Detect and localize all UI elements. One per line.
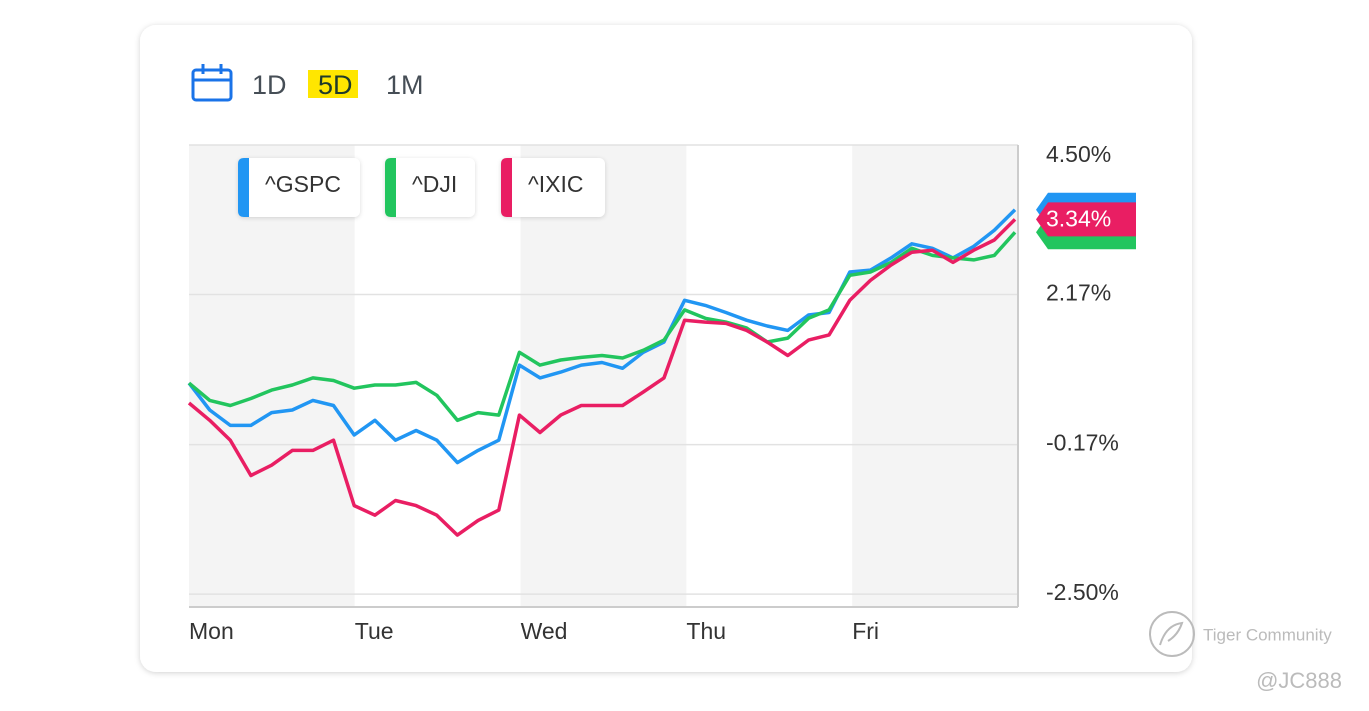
legend-swatch: [385, 158, 396, 217]
watermark-brand: Tiger Community: [1203, 625, 1332, 644]
y-tick-label: 4.50%: [1046, 141, 1111, 167]
x-tick-label: Mon: [189, 618, 234, 644]
calendar-icon: [191, 64, 233, 102]
x-tick-label: Tue: [355, 618, 394, 644]
legend-label: ^DJI: [412, 171, 457, 197]
day-band: [354, 145, 521, 607]
range-button[interactable]: 1M: [386, 70, 424, 100]
y-tick-label: 2.17%: [1046, 280, 1111, 306]
x-tick-label: Wed: [521, 618, 568, 644]
legend-item[interactable]: ^GSPC: [238, 158, 360, 217]
x-tick-label: Fri: [852, 618, 879, 644]
last-value-badge: [1036, 202, 1136, 237]
legend-label: ^GSPC: [265, 171, 341, 197]
series-line: [187, 208, 1017, 465]
last-value-label: 3.34%: [1046, 206, 1111, 232]
x-tick-label: Thu: [686, 618, 726, 644]
legend-pill: [238, 158, 360, 217]
series-line: [187, 218, 1017, 537]
legend-pill: [501, 158, 605, 217]
legend-pill: [385, 158, 475, 217]
y-tick-label: -2.50%: [1046, 579, 1119, 605]
day-band: [686, 145, 853, 607]
range-highlight: [308, 70, 358, 98]
legend-item[interactable]: ^DJI: [385, 158, 475, 217]
day-band: [852, 145, 1018, 607]
range-button[interactable]: 1D: [252, 70, 287, 100]
range-button[interactable]: 5D: [318, 70, 353, 100]
watermark: [1149, 611, 1195, 657]
legend-label: ^IXIC: [528, 171, 584, 197]
legend-item[interactable]: ^IXIC: [501, 158, 605, 217]
legend-swatch: [238, 158, 249, 217]
day-band: [189, 145, 355, 607]
y-tick-label: -0.17%: [1046, 430, 1119, 456]
series-line: [187, 231, 1017, 423]
watermark-handle: @JC888: [1256, 668, 1342, 693]
legend-swatch: [501, 158, 512, 217]
